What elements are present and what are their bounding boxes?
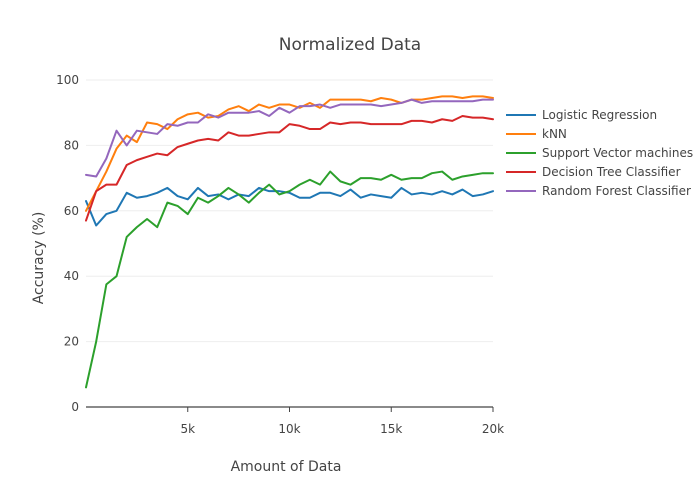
legend-label: Random Forest Classifier — [542, 184, 691, 198]
gridlines — [86, 79, 493, 343]
y-tick-label: 20 — [64, 335, 79, 349]
axes: 0 20 40 60 80 100 5k 10k 15k 20k — [56, 73, 504, 436]
series-line-3 — [85, 114, 494, 222]
x-axis-label: Amount of Data — [231, 459, 342, 475]
y-axis-label: Accuracy (%) — [31, 212, 47, 305]
y-tick-label: 40 — [64, 269, 79, 283]
legend-label: Support Vector machines — [542, 146, 693, 160]
y-tick-label: 60 — [64, 204, 79, 218]
x-tick-label: 20k — [482, 422, 504, 436]
chart-title: Normalized Data — [279, 35, 421, 55]
series-line-2 — [85, 170, 494, 389]
series-line-4 — [85, 98, 494, 178]
legend-label: Logistic Regression — [542, 108, 657, 122]
y-tick-label: 0 — [71, 400, 79, 414]
x-tick-label: 15k — [380, 422, 402, 436]
y-tick-label: 100 — [56, 73, 79, 87]
x-tick-label: 10k — [278, 422, 300, 436]
y-tick-label: 80 — [64, 138, 79, 152]
legend-label: Decision Tree Classifier — [542, 165, 681, 179]
x-tick-label: 5k — [180, 422, 195, 436]
legend-label: kNN — [542, 127, 567, 141]
series-line-1 — [85, 95, 494, 212]
series-line-0 — [85, 186, 494, 227]
legend: Logistic Regression kNN Support Vector mac… — [506, 108, 693, 198]
series-lines — [85, 95, 494, 389]
